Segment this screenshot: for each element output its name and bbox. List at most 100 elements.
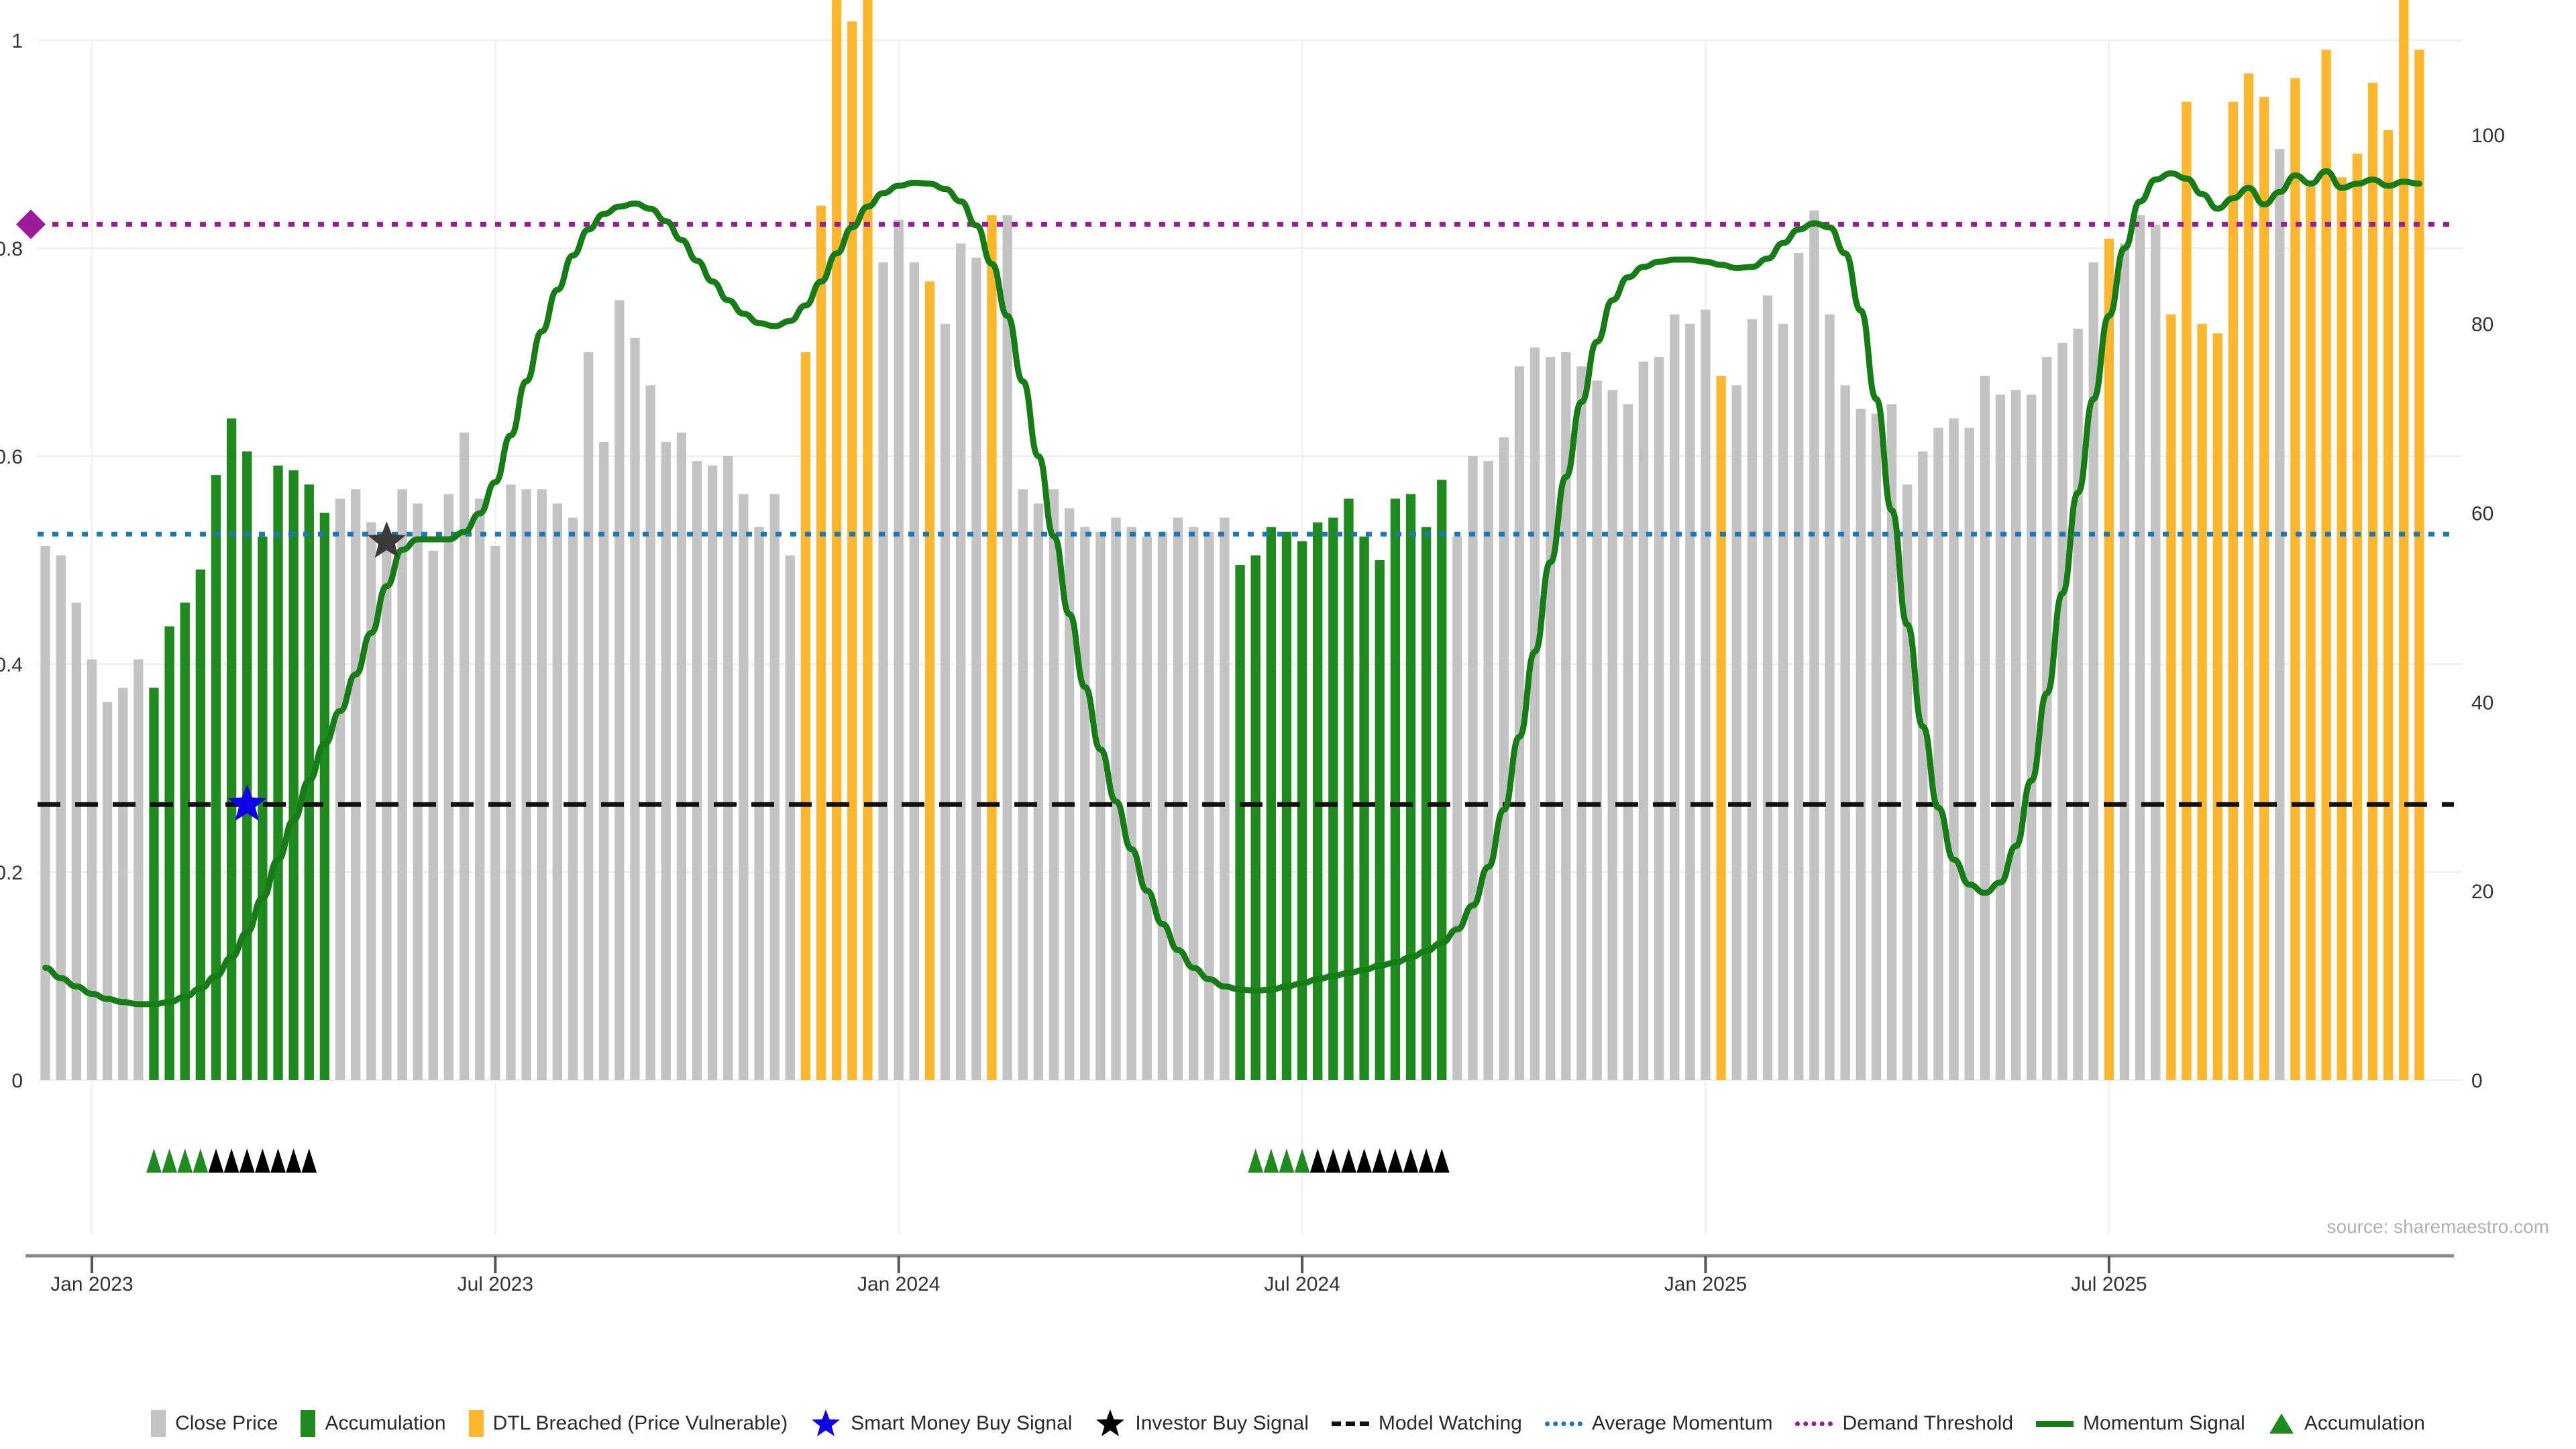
legend-swatch-dtl-breached xyxy=(468,1410,484,1437)
price-bar xyxy=(2337,177,2347,1081)
price-bar xyxy=(1468,456,1478,1080)
price-bar xyxy=(1995,394,2006,1080)
price-bar xyxy=(1886,404,1897,1080)
legend-dotted-line-average-momentum xyxy=(1544,1421,1582,1426)
price-bar xyxy=(956,243,966,1080)
source-attribution: source: sharemaestro.com xyxy=(2327,1216,2549,1237)
price-bar xyxy=(71,602,81,1080)
accumulation-triangles-group xyxy=(146,1148,1450,1173)
price-bar xyxy=(630,337,640,1080)
accumulation-triangle-icon xyxy=(1263,1148,1279,1173)
legend-item-close-price[interactable]: Close Price xyxy=(151,1410,278,1437)
price-bar xyxy=(242,451,252,1080)
price-bar xyxy=(1623,404,1633,1080)
demand-threshold-diamond-icon xyxy=(16,209,46,239)
price-bar xyxy=(475,498,485,1080)
investor-buy-signal-star-icon xyxy=(367,521,406,558)
axes-group: 0 0.2 0.4 0.6 0.8 1 0 20 40 60 80 100 Jan 2023 Jul 20… xyxy=(0,30,2505,1295)
price-bar xyxy=(335,498,345,1080)
price-bar xyxy=(2197,323,2207,1080)
price-bar xyxy=(2275,149,2285,1081)
price-bar xyxy=(118,688,128,1080)
price-bar xyxy=(2057,342,2068,1081)
price-bar xyxy=(2088,262,2098,1080)
price-bar xyxy=(1856,409,1866,1080)
legend-item-accumulation-triangle[interactable]: Accumulation xyxy=(2268,1411,2425,1436)
price-bar xyxy=(521,489,531,1080)
price-bar xyxy=(1964,427,1974,1080)
legend-item-smart-money-buy-signal[interactable]: Smart Money Buy Signal xyxy=(810,1408,1072,1439)
price-bar xyxy=(1654,357,1664,1081)
x-axis-tick-label: Jul 2024 xyxy=(1264,1273,1340,1295)
price-bar xyxy=(1902,484,1913,1080)
reference-lines-group xyxy=(16,209,2454,807)
accumulation-triangle-icon xyxy=(270,1148,286,1173)
legend-item-demand-threshold[interactable]: Demand Threshold xyxy=(1795,1412,2013,1435)
price-bar xyxy=(1918,451,1928,1080)
price-bar xyxy=(552,503,563,1080)
price-bar xyxy=(1157,531,1168,1080)
price-bar xyxy=(2073,328,2083,1081)
price-bar xyxy=(1483,461,1493,1080)
price-bar xyxy=(2243,73,2254,1080)
price-bar xyxy=(164,626,174,1080)
price-bar xyxy=(1018,489,1028,1080)
price-bar xyxy=(2352,154,2363,1080)
price-bar xyxy=(2399,0,2409,1080)
y-axis-left-tick: 0.4 xyxy=(0,654,23,676)
price-bar xyxy=(847,21,857,1080)
price-bar xyxy=(1064,508,1075,1080)
price-bar xyxy=(1794,253,1804,1081)
price-bar xyxy=(1002,215,1012,1080)
price-bar xyxy=(940,323,951,1080)
legend-item-average-momentum[interactable]: Average Momentum xyxy=(1544,1412,1772,1435)
price-bar xyxy=(1514,366,1525,1080)
price-bar xyxy=(413,503,423,1080)
x-axis-tick-label: Jan 2024 xyxy=(857,1273,940,1295)
accumulation-triangle-icon xyxy=(223,1148,239,1173)
legend-label-model-watching: Model Watching xyxy=(1378,1412,1522,1434)
legend-item-model-watching[interactable]: Model Watching xyxy=(1331,1412,1522,1435)
y-axis-right-tick: 40 xyxy=(2471,692,2493,714)
price-bar xyxy=(2182,101,2192,1080)
legend-triangle-icon-accumulation-triangle xyxy=(2268,1411,2295,1436)
smart-money-buy-signal-star-icon xyxy=(227,784,266,821)
accumulation-triangle-icon xyxy=(162,1148,177,1173)
price-bar xyxy=(1825,314,1835,1080)
accumulation-triangle-icon xyxy=(1326,1148,1341,1173)
price-bar xyxy=(1716,376,1726,1080)
momentum-signal-line xyxy=(42,168,2422,1008)
price-bar xyxy=(2212,333,2222,1081)
price-bar xyxy=(1731,385,1741,1081)
price-bar xyxy=(739,494,749,1080)
price-bar xyxy=(1297,541,1307,1080)
price-bar xyxy=(2104,238,2114,1081)
price-bar xyxy=(1809,210,1819,1080)
price-bar xyxy=(1592,380,1602,1080)
price-bar xyxy=(1142,536,1152,1080)
legend-label-investor-buy-signal: Investor Buy Signal xyxy=(1135,1412,1309,1434)
price-bar xyxy=(506,484,516,1080)
price-bar xyxy=(2367,83,2378,1081)
chart-legend: Close Price Accumulation DTL Breached (Pri… xyxy=(0,1403,2576,1444)
legend-label-demand-threshold: Demand Threshold xyxy=(1842,1412,2014,1434)
legend-item-investor-buy-signal[interactable]: Investor Buy Signal xyxy=(1095,1408,1309,1439)
price-bar xyxy=(909,262,920,1080)
accumulation-triangle-icon xyxy=(255,1148,270,1173)
price-bar xyxy=(924,281,935,1081)
price-bar xyxy=(707,466,718,1080)
price-bar xyxy=(2306,186,2316,1081)
price-bar xyxy=(1266,527,1276,1080)
legend-item-accumulation-bar[interactable]: Accumulation xyxy=(301,1410,446,1437)
legend-item-momentum-signal[interactable]: Momentum Signal xyxy=(2036,1412,2245,1435)
price-bar xyxy=(599,441,609,1080)
price-bar xyxy=(1220,517,1230,1080)
price-bar xyxy=(894,219,904,1080)
price-bar xyxy=(2321,50,2331,1080)
price-bar xyxy=(40,545,50,1080)
legend-item-dtl-breached[interactable]: DTL Breached (Price Vulnerable) xyxy=(468,1410,788,1437)
price-bar xyxy=(2151,224,2161,1081)
price-bar xyxy=(692,461,702,1080)
y-axis-left-tick: 0.8 xyxy=(0,238,23,260)
